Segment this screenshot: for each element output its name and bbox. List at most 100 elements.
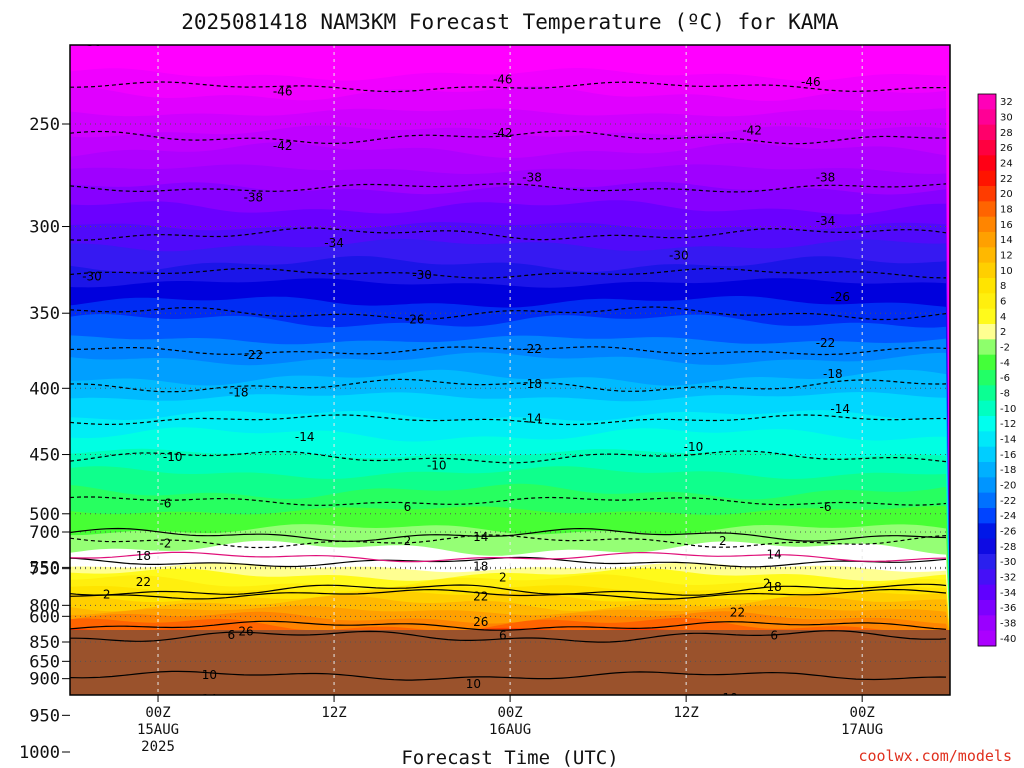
colorbar-legend: 32 30 28 26 24 22 20 18 16 14 12 10 8 6 4 2 -2 -4 -6 -8 -10 -…: [977, 93, 1016, 647]
contour-label-group: -50: [82, 35, 102, 49]
contour-label-group: -34: [816, 214, 836, 228]
contour-label: -42: [493, 126, 513, 140]
contour-label-group: -22: [244, 348, 264, 362]
colorbar-swatch: [978, 554, 996, 570]
contour-label: -30: [412, 268, 432, 282]
colorbar-swatch: [978, 94, 996, 110]
colorbar-swatch: [978, 170, 996, 187]
contour-label-group: 2: [763, 577, 771, 591]
colorbar-label: -30: [1000, 557, 1016, 568]
isotherm-contour: [70, 588, 947, 600]
contour-label: 10: [202, 668, 217, 682]
contour-label-group: 6: [404, 500, 412, 514]
contour-label-group: -42: [273, 139, 293, 153]
contour-label: -34: [816, 214, 836, 228]
y-tick-label: 650: [29, 652, 60, 672]
contour-label: -14: [295, 430, 315, 444]
colorbar-swatch: [978, 615, 996, 632]
isotherm-contour: [70, 620, 947, 631]
colorbar-swatch: [978, 155, 996, 172]
contour-label-group: 10: [202, 668, 217, 682]
colorbar-swatch: [978, 569, 996, 586]
contour-label-group: -54: [79, 8, 106, 22]
contour-label-group: -46: [493, 73, 513, 87]
contour-label-group: -30: [412, 268, 432, 282]
contour-label-group: 2: [719, 534, 727, 548]
colorbar-label: -26: [1000, 527, 1016, 538]
colorbar-swatch: [978, 201, 996, 218]
contour-label: 22: [136, 575, 151, 589]
contour-label-group: -6: [159, 497, 171, 511]
colorbar-swatch: [978, 370, 996, 386]
colorbar-swatch: [978, 584, 996, 601]
contour-label-group: 26: [238, 625, 253, 639]
x-tick-label: 00Z: [850, 705, 875, 721]
colorbar-label: -36: [1000, 603, 1016, 614]
colorbar-label: -16: [1000, 450, 1016, 461]
colorbar-label: 6: [1000, 297, 1006, 308]
contour-label: -54: [82, 8, 102, 22]
colorbar-label: 14: [1000, 235, 1013, 246]
contour-label-group: 6: [770, 629, 778, 643]
contour-label-group: 6: [499, 629, 507, 643]
contour-label: -10: [427, 459, 447, 473]
x-tick-label: 12Z: [321, 705, 346, 721]
contour-label: 10: [723, 691, 738, 705]
contour-label-group: -42: [742, 124, 762, 138]
contour-label-group: -10: [163, 450, 183, 464]
contour-label: -18: [522, 377, 542, 391]
colorbar-swatch: [978, 508, 996, 524]
colorbar-label: -38: [1000, 619, 1016, 630]
contour-label-group: 14: [202, 692, 217, 695]
colorbar-swatch: [978, 354, 996, 371]
contour-label-group: 2: [404, 534, 412, 548]
colorbar-swatch: [978, 446, 996, 463]
colorbar-swatch: [978, 262, 996, 279]
contour-label: -18: [823, 367, 843, 381]
contour-label-group: -10: [427, 459, 447, 473]
colorbar-label: -8: [1000, 389, 1010, 400]
colorbar-swatch: [978, 247, 996, 264]
contour-label: 22: [473, 590, 488, 604]
contour-label: 2: [404, 534, 412, 548]
colorbar-label: 24: [1000, 159, 1013, 170]
contour-label-group: -30: [82, 270, 102, 284]
contour-label: 6: [404, 500, 412, 514]
x-tick-label: 17AUG: [841, 722, 883, 738]
colorbar-label: -32: [1000, 573, 1016, 584]
contour-label: 6: [228, 628, 236, 642]
contour-label: 14: [473, 530, 488, 544]
contour-label: 2: [499, 571, 507, 585]
x-axis-label: Forecast Time (UTC): [401, 747, 618, 768]
contour-label: -42: [742, 124, 762, 138]
contour-label-group: -46: [801, 75, 821, 89]
contour-label: 18: [473, 559, 488, 573]
x-tick-label: 00Z: [497, 705, 522, 721]
isotherm-contour: [70, 583, 947, 596]
colorbar-swatch: [978, 385, 996, 402]
colorbar-swatch: [978, 523, 996, 540]
contour-label: -50: [82, 35, 102, 49]
isotherm-contour: [70, 527, 947, 542]
contour-label: 2: [103, 587, 111, 601]
contour-label-group: -42: [493, 126, 513, 140]
colorbar-swatch: [978, 400, 996, 417]
colorbar-swatch: [978, 339, 996, 356]
colorbar-label: -12: [1000, 419, 1016, 430]
colorbar-swatch: [978, 140, 996, 156]
colorbar-label: 8: [1000, 281, 1006, 292]
isotherm-contour: [70, 670, 947, 681]
contour-label: -2: [159, 536, 171, 550]
colorbar-label: -40: [1000, 634, 1016, 645]
colorbar-swatch: [978, 477, 996, 494]
contour-label: -38: [522, 171, 542, 185]
x-tick-label: 15AUG: [137, 722, 179, 738]
contour-label-group: -18: [229, 386, 249, 400]
colorbar-label: 20: [1000, 189, 1013, 200]
contour-label: -46: [493, 73, 513, 87]
y-tick-label: 900: [29, 670, 60, 690]
contour-label-group: 14: [767, 548, 782, 562]
colorbar-swatch: [978, 600, 996, 616]
colorbar-label: 28: [1000, 128, 1013, 139]
